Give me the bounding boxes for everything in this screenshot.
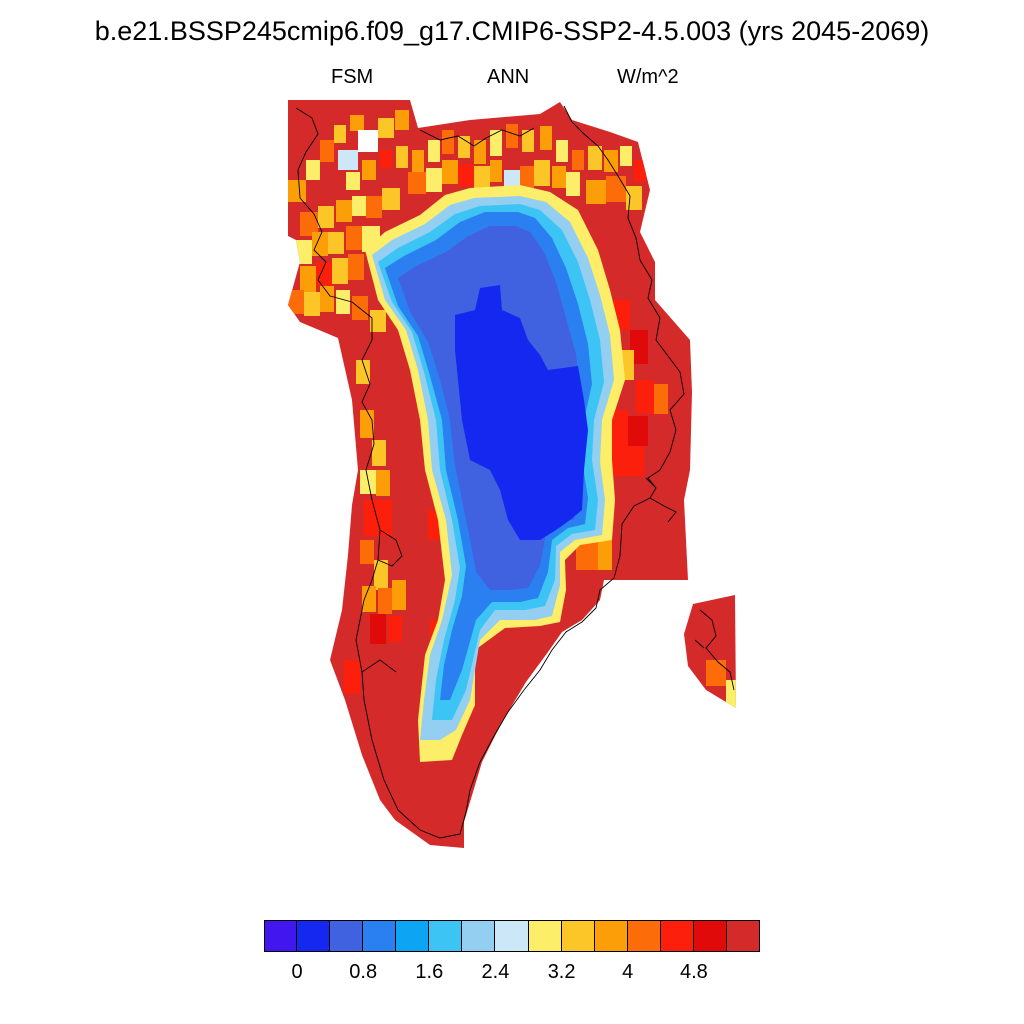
colorbar-tick-label: 3.2 (547, 961, 576, 983)
west-fringe (344, 360, 444, 694)
units-label: W/m^2 (617, 66, 679, 88)
colorbar-swatch (297, 920, 331, 952)
colorbar-swatch (594, 920, 628, 952)
colorbar-swatch (627, 920, 661, 952)
map-title: b.e21.BSSP245cmip6.f09_g17.CMIP6-SSP2-4.… (94, 16, 930, 46)
colorbar-tick-label: 0.8 (349, 961, 378, 983)
colorbar-tick-label: 0 (291, 961, 303, 983)
variable-label: FSM (331, 66, 374, 88)
colorbar-tick-label: 4 (622, 961, 634, 983)
colorbar-swatch (264, 920, 298, 952)
colorbar-tick-label: 2.4 (481, 961, 510, 983)
colorbar-swatch (462, 920, 496, 952)
greenland-field (288, 100, 692, 848)
coastline (295, 105, 735, 839)
colorbar-swatch (693, 920, 727, 952)
northwest-fringe (288, 188, 400, 332)
ice-core-deep-blue (455, 285, 588, 540)
colorbar-swatch (330, 920, 364, 952)
north-fringe (288, 110, 646, 210)
season-label: ANN (487, 66, 530, 88)
colorbar-swatch (429, 920, 463, 952)
colorbar-swatch (528, 920, 562, 952)
colorbar-swatch (561, 920, 595, 952)
colorbar-swatch (495, 920, 529, 952)
colorbar-swatch (396, 920, 430, 952)
colorbar-swatch (726, 920, 760, 952)
colorbar-tick-label: 1.6 (415, 961, 444, 983)
colorbar-swatch (660, 920, 694, 952)
colorbar-tick-label: 4.8 (679, 961, 708, 983)
island-field (684, 595, 736, 708)
colorbar-swatch (363, 920, 397, 952)
